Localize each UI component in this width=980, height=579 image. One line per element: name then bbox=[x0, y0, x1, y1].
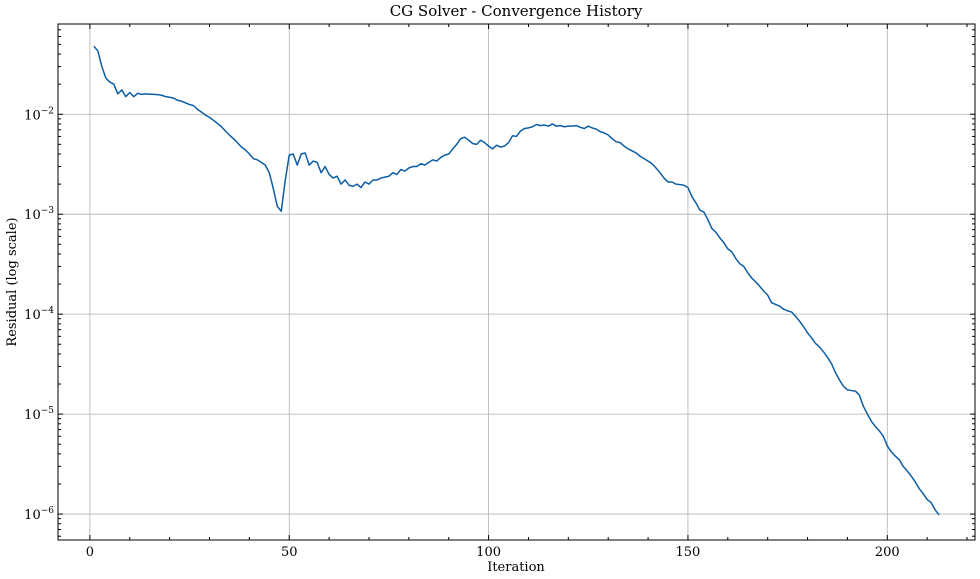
y-tick-label: 10−6 bbox=[24, 506, 54, 523]
chart-title: CG Solver - Convergence History bbox=[390, 2, 643, 20]
y-tick-label: 10−5 bbox=[24, 406, 54, 423]
tick-marks bbox=[58, 24, 975, 540]
residual-series-line bbox=[93, 45, 940, 516]
x-tick-label: 200 bbox=[875, 545, 900, 560]
grid bbox=[58, 24, 975, 540]
x-tick-label: 0 bbox=[86, 545, 94, 560]
y-tick-label: 10−2 bbox=[24, 106, 54, 123]
x-tick-labels: 0 50 100 150 200 bbox=[86, 545, 900, 560]
x-axis-label: Iteration bbox=[487, 560, 545, 575]
x-tick-label: 100 bbox=[476, 545, 501, 560]
x-tick-label: 150 bbox=[676, 545, 701, 560]
y-axis-label: Residual (log scale) bbox=[5, 217, 20, 346]
x-tick-label: 50 bbox=[281, 545, 298, 560]
y-tick-label: 10−4 bbox=[24, 306, 54, 323]
plot-frame bbox=[57, 23, 976, 541]
y-tick-labels: 10−2 10−3 10−4 10−5 10−6 bbox=[24, 106, 54, 523]
y-tick-label: 10−3 bbox=[24, 206, 54, 223]
series-layer bbox=[93, 45, 940, 516]
